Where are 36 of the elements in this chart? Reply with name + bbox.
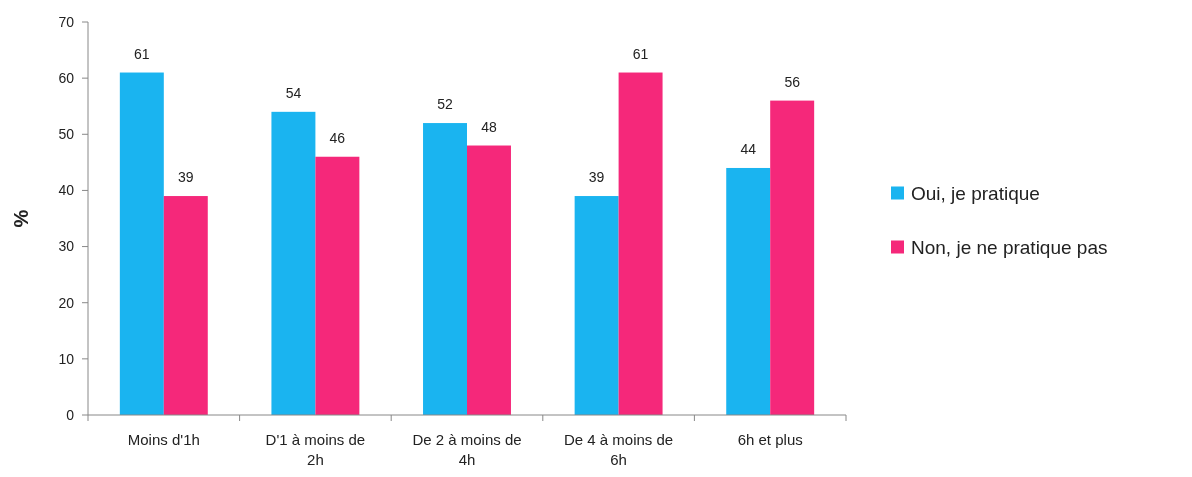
data-label: 39 [177, 169, 194, 186]
y-tick-label: 30 [58, 238, 75, 255]
data-label: 46 [329, 129, 346, 146]
data-label: 39 [588, 169, 605, 186]
x-tick-label: De 4 à moins de 6h [563, 431, 674, 468]
data-label: 61 [134, 45, 150, 62]
y-tick-label: 40 [58, 182, 75, 199]
bar [726, 167, 771, 415]
x-tick-label: 6h et plus [737, 431, 803, 448]
bar [618, 72, 663, 415]
bar [271, 111, 316, 415]
bar [770, 100, 815, 415]
y-tick-label: 10 [58, 350, 75, 367]
x-tick-label: De 2 à moins de 4h [412, 431, 522, 468]
bar [574, 196, 619, 415]
data-label: 48 [481, 118, 497, 135]
bar [315, 156, 360, 415]
y-axis-title: % [10, 209, 32, 228]
data-label: 52 [437, 96, 454, 113]
y-tick-label: 20 [58, 294, 75, 311]
x-tick-label: Moins d'1h [127, 431, 200, 448]
y-tick-label: 70 [58, 13, 75, 30]
y-tick-label: 60 [58, 70, 75, 87]
bar [163, 196, 208, 415]
bar [423, 123, 467, 415]
legend-label: Oui, je pratique [911, 183, 1040, 205]
legend-label: Non, je ne pratique pas [911, 237, 1108, 259]
y-tick-label: 50 [58, 126, 75, 143]
data-label: 61 [632, 45, 649, 62]
data-label: 44 [740, 140, 757, 157]
y-tick-label: 0 [66, 406, 75, 423]
x-tick-label: D'1 à moins de 2h [265, 431, 366, 468]
bar [467, 145, 511, 415]
data-label: 56 [784, 73, 801, 90]
bar [119, 72, 164, 415]
data-label: 54 [285, 84, 302, 101]
